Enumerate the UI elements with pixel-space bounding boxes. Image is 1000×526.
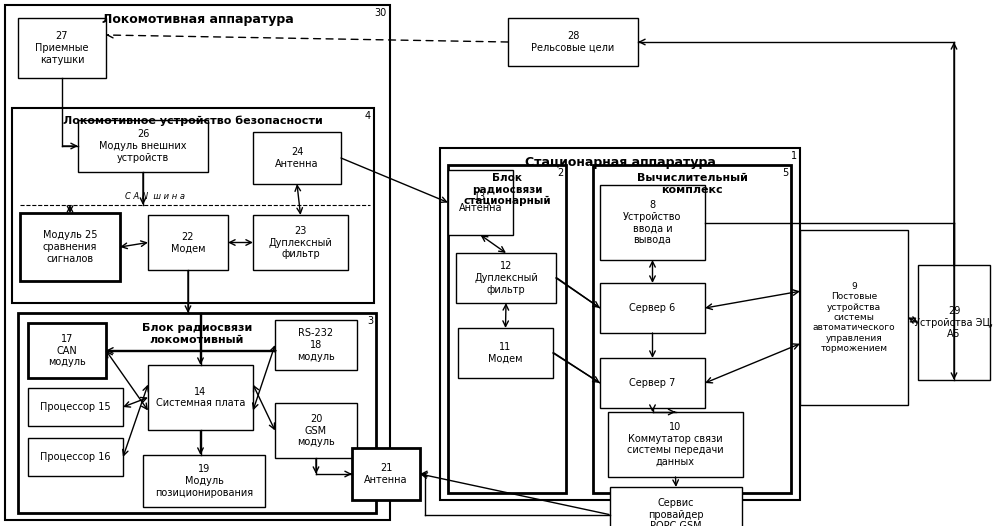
Text: 5: 5 xyxy=(782,168,788,178)
Bar xyxy=(800,230,908,405)
Text: 23
Дуплексный
фильтр: 23 Дуплексный фильтр xyxy=(269,226,332,259)
Text: RS-232
18
модуль: RS-232 18 модуль xyxy=(297,328,335,361)
Text: Стационарная аппаратура: Стационарная аппаратура xyxy=(525,156,715,169)
Bar xyxy=(18,313,376,513)
Text: 10
Коммутатор связи
системы передачи
данных: 10 Коммутатор связи системы передачи дан… xyxy=(627,422,724,467)
Text: 12
Дуплексный
фильтр: 12 Дуплексный фильтр xyxy=(474,261,538,295)
Text: 8
Устройство
ввода и
вывода: 8 Устройство ввода и вывода xyxy=(623,200,682,245)
Bar xyxy=(28,323,106,378)
Text: Процессор 16: Процессор 16 xyxy=(40,452,111,462)
Text: 9
Постовые
устройства
системы
автоматического
управления
торможением: 9 Постовые устройства системы автоматиче… xyxy=(813,282,895,353)
Text: 1: 1 xyxy=(791,151,797,161)
Text: Сервер 6: Сервер 6 xyxy=(629,303,676,313)
Bar xyxy=(608,412,743,477)
Text: 19
Модуль
позиционирования: 19 Модуль позиционирования xyxy=(155,464,253,498)
Bar xyxy=(28,388,123,426)
Text: Локомотивное устройство безопасности: Локомотивное устройство безопасности xyxy=(63,116,323,126)
Text: 29
Устройства ЭЦ,
АБ: 29 Устройства ЭЦ, АБ xyxy=(914,306,994,339)
Bar xyxy=(918,265,990,380)
Bar xyxy=(253,215,348,270)
Text: 30: 30 xyxy=(375,8,387,18)
Bar xyxy=(275,320,357,370)
Bar xyxy=(440,148,800,500)
Bar xyxy=(508,18,638,66)
Bar xyxy=(253,132,341,184)
Bar xyxy=(148,215,228,270)
Text: Сервис
провайдер
РОРС GSM: Сервис провайдер РОРС GSM xyxy=(648,498,704,526)
Text: 11
Модем: 11 Модем xyxy=(488,342,523,364)
Text: Блок радиосвязи
локомотивный: Блок радиосвязи локомотивный xyxy=(142,323,252,345)
Text: 3: 3 xyxy=(367,316,373,326)
Bar xyxy=(20,213,120,281)
Text: Модуль 25
сравнения
сигналов: Модуль 25 сравнения сигналов xyxy=(43,230,97,264)
Bar xyxy=(275,403,357,458)
Bar xyxy=(352,448,420,500)
Text: 24
Антенна: 24 Антенна xyxy=(275,147,319,169)
Text: 22
Модем: 22 Модем xyxy=(171,231,205,254)
Text: Блок
радиосвязи
стационарный: Блок радиосвязи стационарный xyxy=(463,173,551,206)
Text: C A N  ш и н а: C A N ш и н а xyxy=(125,192,185,201)
Bar xyxy=(12,108,374,303)
Text: 13
Антенна: 13 Антенна xyxy=(459,191,502,214)
Text: 28
Рельсовые цели: 28 Рельсовые цели xyxy=(531,31,615,53)
Text: 27
Приемные
катушки: 27 Приемные катушки xyxy=(35,32,89,65)
Text: 17
CAN
модуль: 17 CAN модуль xyxy=(48,334,86,367)
Bar xyxy=(143,455,265,507)
Text: Процессор 15: Процессор 15 xyxy=(40,402,111,412)
Text: 20
GSM
модуль: 20 GSM модуль xyxy=(297,414,335,447)
Bar xyxy=(456,253,556,303)
Text: Вычислительный
комплекс: Вычислительный комплекс xyxy=(637,173,747,195)
Bar xyxy=(18,18,106,78)
Text: 14
Системная плата: 14 Системная плата xyxy=(156,387,245,408)
Bar xyxy=(28,438,123,476)
Bar xyxy=(593,165,791,493)
Text: 2: 2 xyxy=(557,168,563,178)
Text: Локомотивная аппаратура: Локомотивная аппаратура xyxy=(102,13,293,26)
Bar xyxy=(78,120,208,172)
Bar xyxy=(610,487,742,526)
Text: 4: 4 xyxy=(365,111,371,121)
Bar xyxy=(148,365,253,430)
Bar xyxy=(5,5,390,520)
Bar xyxy=(600,358,705,408)
Bar xyxy=(458,328,553,378)
Text: 26
Модуль внешних
устройств: 26 Модуль внешних устройств xyxy=(99,129,187,163)
Text: 21
Антенна: 21 Антенна xyxy=(364,463,408,485)
Bar xyxy=(448,165,566,493)
Bar xyxy=(600,283,705,333)
Bar xyxy=(600,185,705,260)
Text: Сервер 7: Сервер 7 xyxy=(629,378,676,388)
Bar xyxy=(448,170,513,235)
